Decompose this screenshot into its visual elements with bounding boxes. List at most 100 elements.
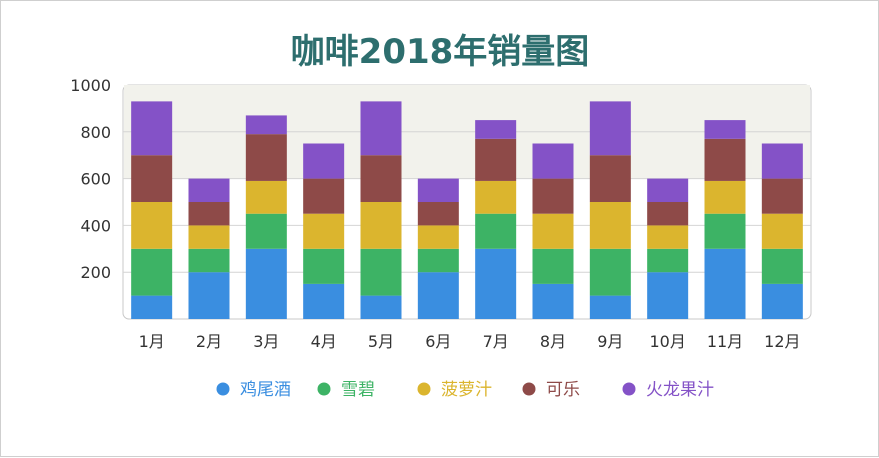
bar-segment [245, 213, 287, 249]
bar-segment [360, 101, 402, 156]
legend-label: 可乐 [546, 380, 580, 400]
bar-segment [647, 225, 689, 249]
bar-stack [245, 115, 287, 319]
legend-label: 雪碧 [341, 380, 375, 400]
bar-segment [589, 202, 631, 249]
x-axis-ticks: 1月 2月 3月 4月 5月 6月 7月 8月 9月 10月 11月 12月 [139, 332, 801, 351]
x-tick-label: 2月 [196, 332, 222, 351]
bar-segment [704, 120, 746, 139]
bar-segment [188, 225, 230, 249]
bar-segment [360, 155, 402, 202]
bar-segment [360, 295, 402, 319]
x-tick-label: 7月 [483, 332, 509, 351]
bar-segment [303, 213, 345, 249]
legend-marker [216, 382, 230, 396]
bar-segment [532, 248, 574, 284]
x-tick-label: 6月 [425, 332, 451, 351]
bar-stack [532, 143, 574, 319]
bar-segment [131, 202, 173, 249]
bar-segment [360, 248, 402, 296]
bar-segment [475, 213, 517, 249]
legend: 鸡尾酒 雪碧 菠萝汁 可乐 火龙果汁 [216, 380, 715, 400]
bar-segment [417, 272, 459, 319]
bar-segment [417, 248, 459, 273]
bar-segment [188, 202, 230, 226]
x-tick-label: 5月 [368, 332, 394, 351]
legend-label: 鸡尾酒 [240, 380, 291, 400]
bar-segment [704, 138, 746, 181]
legend-item[interactable]: 鸡尾酒 [216, 380, 292, 400]
bar-segment [532, 143, 574, 179]
x-tick-label: 12月 [764, 332, 800, 351]
bar-segment [131, 248, 173, 296]
bar-segment [647, 202, 689, 226]
bar-segment [704, 213, 746, 249]
legend-marker [622, 382, 636, 396]
grid-lines [123, 131, 811, 273]
bar-segment [475, 120, 517, 139]
legend-item[interactable]: 菠萝汁 [417, 380, 493, 400]
bar-segment [761, 178, 803, 214]
bar-stacks [131, 101, 803, 319]
bar-segment [761, 143, 803, 179]
x-tick-label: 9月 [597, 332, 623, 351]
bar-segment [704, 180, 746, 214]
y-tick-label: 800 [80, 123, 111, 142]
legend-marker [417, 382, 431, 396]
bar-stack [761, 143, 803, 319]
bar-segment [188, 178, 230, 202]
bar-segment [417, 202, 459, 226]
bar-segment [589, 295, 631, 319]
bar-segment [761, 283, 803, 319]
bar-stack [303, 143, 345, 319]
bar-stack [589, 101, 631, 319]
y-axis-ticks: 200 400 600 800 1000 [70, 76, 111, 282]
bar-segment [647, 178, 689, 202]
x-tick-label: 3月 [253, 332, 279, 351]
x-tick-label: 1月 [139, 332, 165, 351]
bar-stack [647, 178, 689, 319]
bar-segment [188, 248, 230, 273]
chart-title: 咖啡2018年销量图 [291, 32, 590, 72]
bar-segment [532, 178, 574, 214]
bar-segment [303, 283, 345, 319]
y-tick-label: 600 [80, 170, 111, 189]
bar-segment [303, 178, 345, 214]
bar-stack [360, 101, 402, 319]
bar-stack [188, 178, 230, 319]
bar-segment [188, 272, 230, 319]
bar-segment [475, 180, 517, 214]
x-tick-label: 4月 [311, 332, 337, 351]
legend-label: 火龙果汁 [646, 380, 714, 400]
bar-segment [704, 248, 746, 319]
plot-band [124, 131, 810, 179]
bar-stack [131, 101, 173, 319]
bar-segment [417, 178, 459, 202]
bar-segment [417, 225, 459, 249]
bar-segment [647, 272, 689, 319]
bar-segment [303, 248, 345, 284]
bar-segment [245, 134, 287, 181]
legend-item[interactable]: 火龙果汁 [622, 380, 715, 400]
legend-item[interactable]: 可乐 [522, 380, 581, 400]
bar-stack [704, 120, 746, 319]
legend-item[interactable]: 雪碧 [317, 380, 376, 400]
bar-segment [761, 248, 803, 284]
legend-marker [522, 382, 536, 396]
bar-segment [131, 155, 173, 202]
bar-segment [647, 248, 689, 273]
bar-segment [589, 101, 631, 156]
plot-background [122, 84, 812, 320]
bar-segment [475, 138, 517, 181]
bar-segment [360, 202, 402, 249]
bar-segment [245, 248, 287, 319]
legend-marker [317, 382, 331, 396]
bar-stack [417, 178, 459, 319]
bar-segment [532, 213, 574, 249]
bar-segment [589, 155, 631, 202]
x-tick-label: 8月 [540, 332, 566, 351]
y-tick-label: 200 [80, 263, 111, 282]
y-tick-label: 1000 [70, 76, 111, 95]
